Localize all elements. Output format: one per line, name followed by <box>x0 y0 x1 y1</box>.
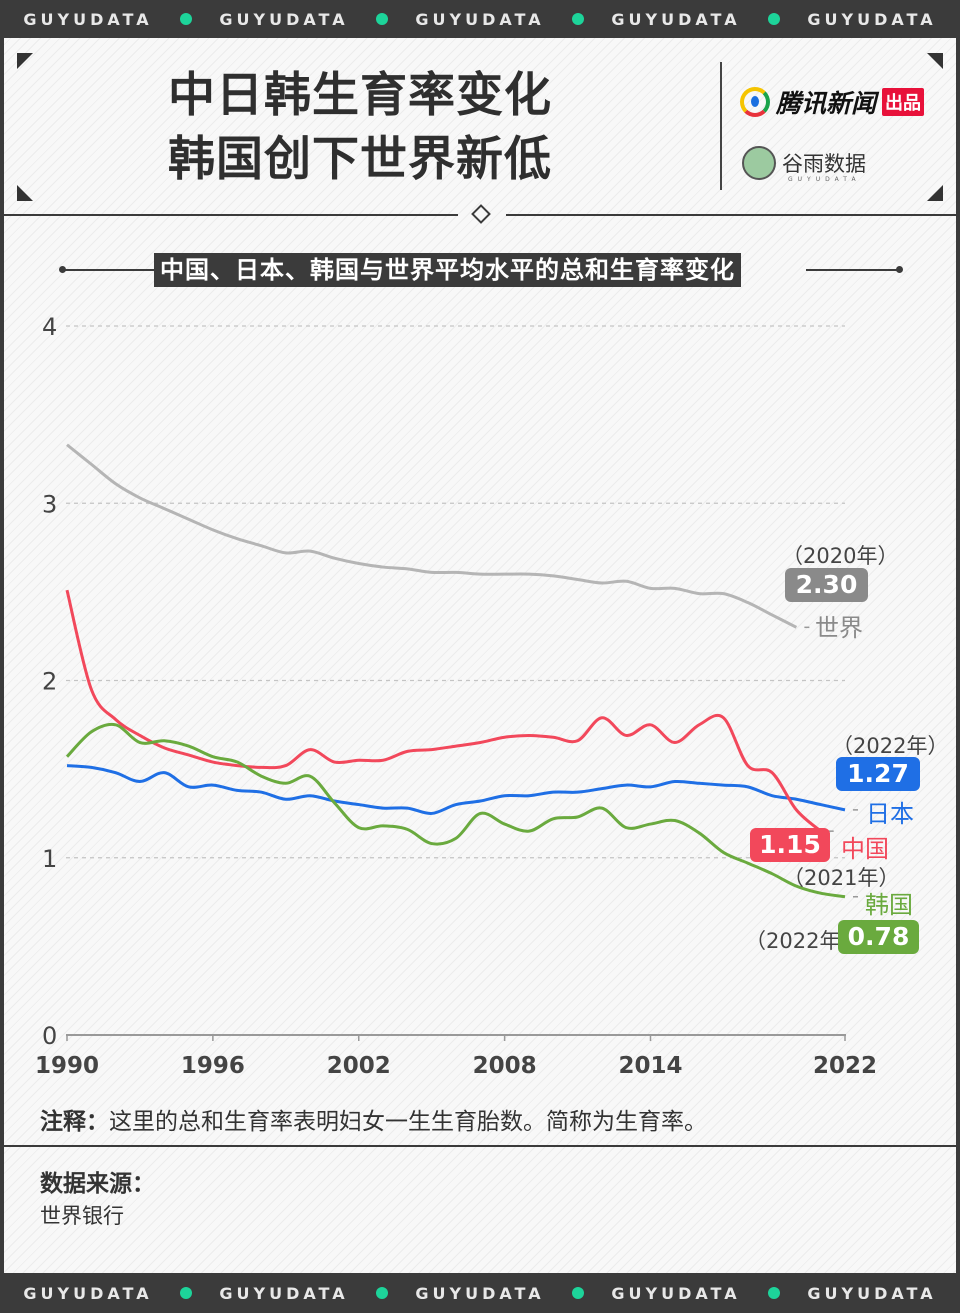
chart-title: 中国、日本、韩国与世界平均水平的总和生育率变化 <box>154 253 741 287</box>
tencent-news-logo: 腾讯新闻 出品 <box>740 84 925 120</box>
logo-subtext: GUYUDATA <box>788 176 861 183</box>
japan-year-label: （2022年） <box>832 734 949 758</box>
y-tick-label: 3 <box>42 490 57 518</box>
korea-series-label: 韩国 <box>865 891 913 919</box>
bottom-banner: GUYUDATA GUYUDATA GUYUDATA GUYUDATA GUYU… <box>0 1273 960 1313</box>
title-line-2: 韩国创下世界新低 <box>168 132 552 187</box>
divider <box>4 214 458 216</box>
guyu-data-logo: 谷雨数据 <box>742 146 866 180</box>
world-series-label: 世界 <box>815 614 863 642</box>
x-tick-label: 2014 <box>618 1053 682 1079</box>
note-text: 这里的总和生育率表明妇女一生生育胎数。简称为生育率。 <box>109 1109 707 1135</box>
korea-value-badge: 0.78 <box>838 920 919 954</box>
series-line-中国 <box>65 589 822 833</box>
dot-icon <box>896 266 903 273</box>
dot-icon <box>180 1287 192 1299</box>
divider <box>0 1145 960 1147</box>
banner-text: GUYUDATA <box>807 9 937 29</box>
banner-text: GUYUDATA <box>611 1283 741 1303</box>
logo-text: 谷雨数据 <box>782 152 866 176</box>
y-tick-label: 2 <box>42 668 57 696</box>
logo-badge: 出品 <box>882 88 925 116</box>
y-tick-label: 1 <box>42 845 57 873</box>
y-tick-label: 4 <box>42 313 57 341</box>
china-value-badge: 1.15 <box>750 828 830 862</box>
dot-icon <box>376 1287 388 1299</box>
dot-icon <box>768 1287 780 1299</box>
japan-value-badge: 1.27 <box>836 757 920 791</box>
divider <box>806 269 899 271</box>
banner-text: GUYUDATA <box>219 9 349 29</box>
top-banner: GUYUDATA GUYUDATA GUYUDATA GUYUDATA GUYU… <box>0 0 960 38</box>
world-value-badge: 2.30 <box>785 568 868 602</box>
bird-logo-icon <box>742 146 776 180</box>
corner-mark <box>17 53 33 69</box>
series-line-韩国 <box>65 722 846 899</box>
banner-text: GUYUDATA <box>23 9 153 29</box>
china-series-label: 中国 <box>841 835 889 863</box>
corner-mark <box>17 185 33 201</box>
series-line-世界 <box>66 443 798 629</box>
corner-mark <box>927 185 943 201</box>
banner-text: GUYUDATA <box>415 9 545 29</box>
x-tick-label: 1990 <box>35 1053 99 1079</box>
japan-series-label: 日本 <box>866 800 914 828</box>
source-label: 数据来源： <box>40 1171 155 1197</box>
banner-text: GUYUDATA <box>219 1283 349 1303</box>
logo-text: 腾讯新闻 <box>776 89 877 118</box>
page-title: 中日韩生育率变化 韩国创下世界新低 <box>168 64 552 192</box>
title-line-1: 中日韩生育率变化 <box>168 68 552 123</box>
note-label: 注释： <box>40 1109 109 1135</box>
dot-icon <box>376 13 388 25</box>
divider <box>720 62 722 190</box>
y-tick-label: 0 <box>42 1022 57 1050</box>
china-year-label: （2021年） <box>783 866 900 890</box>
world-year-label: （2020年） <box>782 544 899 568</box>
banner-text: GUYUDATA <box>23 1283 153 1303</box>
banner-text: GUYUDATA <box>807 1283 937 1303</box>
x-tick-label: 1996 <box>181 1053 245 1079</box>
note: 注释：这里的总和生育率表明妇女一生生育胎数。简称为生育率。 <box>40 1102 707 1136</box>
divider <box>506 214 956 216</box>
banner-text: GUYUDATA <box>611 9 741 29</box>
dot-icon <box>572 1287 584 1299</box>
dot-icon <box>768 13 780 25</box>
x-tick-label: 2022 <box>813 1053 877 1079</box>
banner-text: GUYUDATA <box>415 1283 545 1303</box>
frame <box>0 38 960 1273</box>
series-line-日本 <box>66 764 846 815</box>
dot-icon <box>180 13 192 25</box>
source-text: 世界银行 <box>40 1204 124 1228</box>
dot-icon <box>572 13 584 25</box>
tencent-logo-icon <box>740 87 770 117</box>
x-tick-label: 2008 <box>473 1053 537 1079</box>
divider <box>62 269 158 271</box>
corner-mark <box>927 53 943 69</box>
x-tick-label: 2002 <box>327 1053 391 1079</box>
